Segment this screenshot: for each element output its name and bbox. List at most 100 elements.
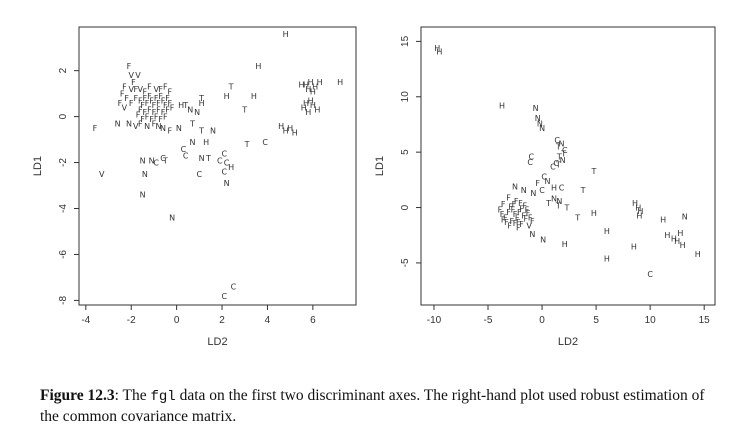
left-data-point: F [136,110,141,119]
left-data-point: F [156,106,161,115]
left-data-point: F [147,83,152,92]
left-data-point: C [222,168,228,177]
left-x-tick-label: 2 [219,315,225,326]
left-data-point: F [168,99,173,108]
right-data-point: F [501,200,506,209]
right-data-point: H [632,199,638,208]
right-data-point: H [671,235,677,244]
left-data-point: H [283,126,289,135]
left-data-point: F [147,106,152,115]
left-x-axis-label: LD2 [207,336,227,348]
left-data-point: N [224,179,230,188]
left-data-point: T [198,126,204,135]
left-data-point: F [133,85,138,94]
left-data-point: F [143,87,148,96]
left-data-point: F [152,101,157,110]
left-data-point: C [160,154,166,163]
right-data-point: T [555,143,561,152]
left-data-point: N [169,214,175,223]
left-y-tick-label: 0 [58,113,69,119]
right-y-tick-label: 10 [400,91,411,103]
left-data-point: F [122,83,127,92]
left-data-point: C [231,283,237,292]
left-data-point: N [155,122,161,131]
left-data-point: H [178,101,184,110]
right-data-point: V [526,221,532,230]
right-data-point: T [580,186,586,195]
left-data-point: V [128,71,134,80]
right-data-point: H [631,242,637,251]
right-data-point: H [664,231,670,240]
left-data-point: H [283,30,289,39]
right-data-point: H [637,207,643,216]
left-y-tick-label: -4 [58,204,69,213]
right-data-point: N [539,124,545,133]
left-data-point: F [124,94,129,103]
right-data-point: F [511,206,516,215]
left-data-point: T [244,140,250,149]
caption-text-after: data on the first two discriminant axes.… [40,387,705,425]
right-data-point: T [555,160,561,169]
left-data-point: C [222,149,228,158]
right-data-point: H [636,211,642,220]
right-x-tick-label: 10 [645,315,657,326]
left-data-point: F [154,94,159,103]
left-data-point: N [176,124,182,133]
right-data-point: N [529,230,535,239]
left-data-point: F [93,124,98,133]
left-data-point: F [143,94,148,103]
left-data-point: H [303,80,309,89]
right-data-point: F [524,215,529,224]
left-data-point: C [181,145,187,154]
left-data-point: F [163,113,168,122]
left-x-tick-label: -4 [81,315,90,326]
right-data-point: C [554,136,560,145]
right-data-point: T [574,214,580,223]
right-data-point: F [519,220,524,229]
right-data-point: T [563,204,569,213]
right-data-point: N [540,236,546,245]
left-data-point: C [262,138,268,147]
right-data-point: F [528,214,533,223]
right-data-point: F [522,201,527,210]
right-data-point: F [530,217,535,226]
right-data-point: F [500,210,505,219]
left-data-point: N [115,119,121,128]
right-x-tick-label: -10 [427,315,442,326]
right-data-point: H [434,44,440,53]
right-data-point: F [513,219,518,228]
left-data-point: V [122,103,128,112]
right-data-point: C [647,270,653,279]
left-data-point: N [142,170,148,179]
right-data-point: N [533,104,539,113]
left-y-tick-label: -6 [58,250,69,259]
left-data-point: H [308,97,314,106]
left-data-point: N [140,156,146,165]
right-y-tick-label: 15 [400,35,411,47]
right-data-point: F [516,218,521,227]
left-data-point: H [310,101,316,110]
left-data-point: F [170,103,175,112]
right-data-point: F [501,216,506,225]
left-data-point: H [305,85,311,94]
left-data-point: H [287,124,293,133]
left-data-point: H [305,108,311,117]
right-data-point: N [530,189,536,198]
right-y-tick-label: 5 [400,149,411,155]
left-data-point: H [317,78,323,87]
left-data-point: F [140,101,145,110]
left-y-tick-label: -8 [58,296,69,305]
left-data-point: F [131,78,136,87]
left-data-point: H [278,122,284,131]
left-data-point: F [138,119,143,128]
left-data-point: H [228,163,234,172]
right-data-point: F [513,210,518,219]
right-data-point: F [508,202,513,211]
right-data-point: H [499,102,505,111]
right-data-point: H [695,250,701,259]
left-plot-frame [78,26,357,306]
left-data-point: H [255,62,261,71]
right-data-point: N [556,197,562,206]
right-data-point: C [539,186,545,195]
